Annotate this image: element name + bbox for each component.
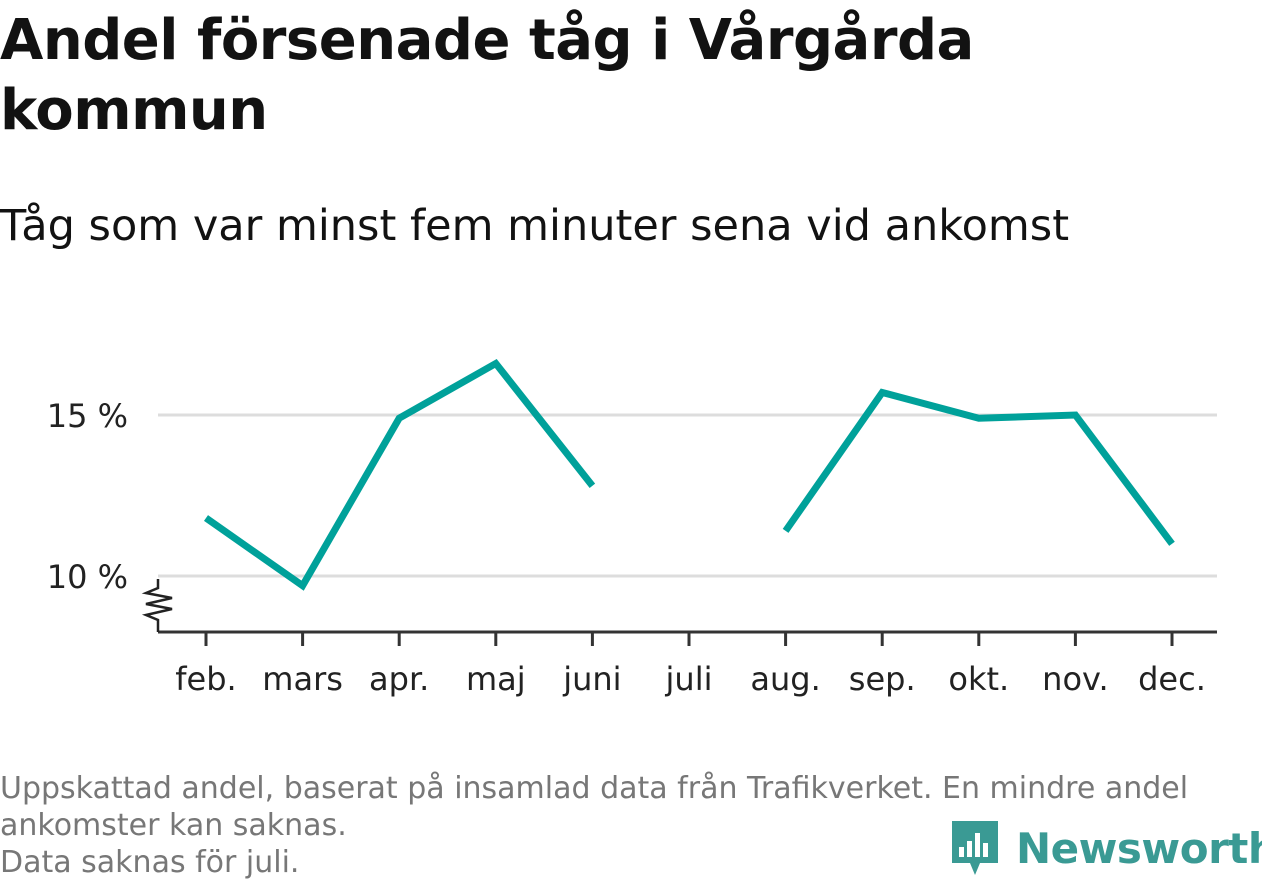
newsworthy-wordmark: Newsworthy — [1016, 823, 1262, 873]
x-tick-label: dec. — [1138, 660, 1206, 698]
chart-subtitle: Tåg som var minst fem minuter sena vid a… — [0, 201, 1070, 251]
x-axis — [158, 630, 1217, 646]
chart-title: Andel försenade tåg i Vårgårda kommun — [0, 8, 974, 143]
y-axis-labels: 10 % 15 % — [47, 397, 128, 596]
newsworthy-bar-chart-icon — [952, 821, 998, 875]
gridlines — [158, 413, 1217, 578]
footnote-line-2: ankomster kan saknas. — [0, 808, 347, 843]
axis-break-icon — [141, 579, 173, 632]
series-lines — [203, 358, 1175, 591]
x-tick-label: nov. — [1042, 660, 1108, 698]
series-line-segment — [782, 388, 1175, 546]
x-tick-label: juni — [562, 660, 621, 698]
x-tick-label: maj — [466, 660, 526, 698]
x-tick-label: sep. — [849, 660, 916, 698]
footnote-line-3: Data saknas för juli. — [0, 845, 300, 880]
y-tick-label: 10 % — [47, 558, 128, 596]
x-tick-label: mars — [262, 660, 343, 698]
line-chart: 10 % 15 % feb. mars apr. maj juni juli aug. sep.… — [47, 358, 1217, 698]
series-line-segment — [203, 358, 596, 591]
footnote-line-1: Uppskattad andel, baserat på insamlad da… — [0, 771, 1189, 806]
x-tick-label: okt. — [948, 660, 1009, 698]
x-tick-label: aug. — [750, 660, 820, 698]
x-tick-label: feb. — [175, 660, 236, 698]
x-axis-labels: feb. mars apr. maj juni juli aug. sep. okt. nov. d… — [175, 660, 1206, 698]
x-tick-label: juli — [665, 660, 713, 698]
footnote: Uppskattad andel, baserat på insamlad da… — [0, 770, 1250, 881]
x-tick-label: apr. — [369, 660, 429, 698]
newsworthy-logo: Newsworthy — [950, 819, 1262, 877]
y-tick-label: 15 % — [47, 397, 128, 435]
